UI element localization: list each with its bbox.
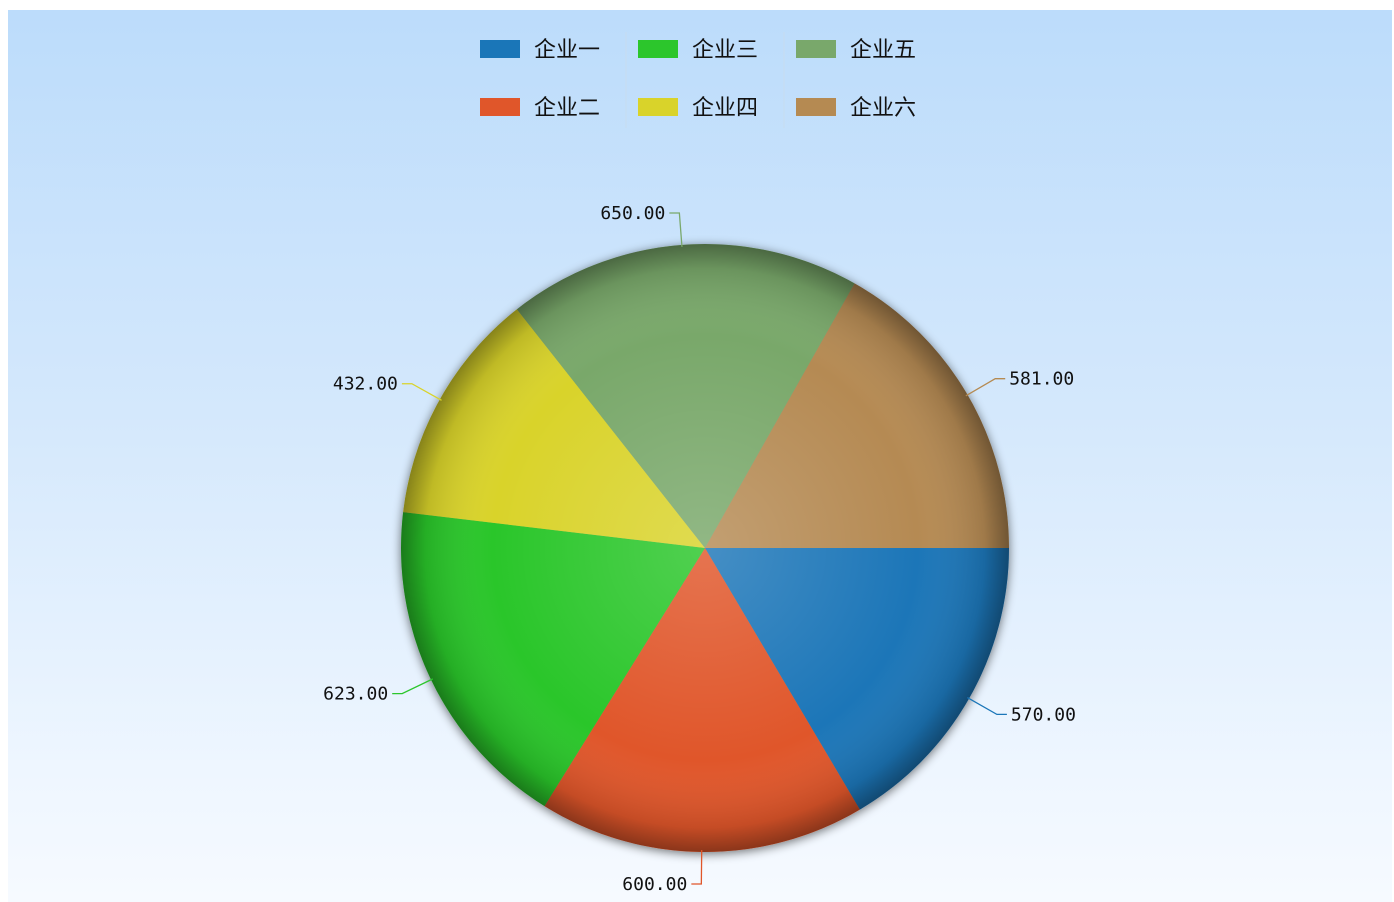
pie-slices [400,244,1009,853]
legend-item-6[interactable]: 企业六 [796,96,916,121]
value-label-2: 600.00 [622,874,687,895]
legend-item-5[interactable]: 企业五 [796,38,916,63]
leader-line-2 [691,849,703,885]
legend-label: 企业三 [692,38,758,63]
leader-line-5 [669,212,683,247]
legend-swatch [480,98,520,116]
leader-line-1 [967,697,1007,716]
leader-line-6 [965,378,1006,397]
legend-label: 企业五 [850,38,916,63]
legend-swatch [796,98,836,116]
chart-frame: 企业一企业二 企业三企业四 企业五企业六 570.00 600.00 623.00 432… [8,10,1392,902]
legend-label: 企业一 [534,38,600,63]
legend-swatch [638,40,678,58]
value-label-5: 650.00 [600,203,665,224]
value-label-1: 570.00 [1011,704,1076,725]
leader-line-4 [401,383,442,401]
value-label-4: 432.00 [333,374,398,395]
legend-item-1[interactable]: 企业一 [480,38,600,63]
legend-label: 企业二 [534,96,600,121]
legend-swatch [638,98,678,116]
legend-label: 企业四 [692,96,758,121]
value-label-6: 581.00 [1009,369,1074,390]
value-label-3: 623.00 [323,684,388,705]
value-labels: 570.00 600.00 623.00 432.00 650.00 581.00 [323,203,1076,895]
legend-item-2[interactable]: 企业二 [480,96,600,121]
legend-item-3[interactable]: 企业三 [638,38,758,63]
legend-swatch [480,40,520,58]
legend-item-4[interactable]: 企业四 [638,96,758,121]
legend-label: 企业六 [850,96,916,121]
legend-swatch [796,40,836,58]
leader-line-3 [392,678,434,695]
